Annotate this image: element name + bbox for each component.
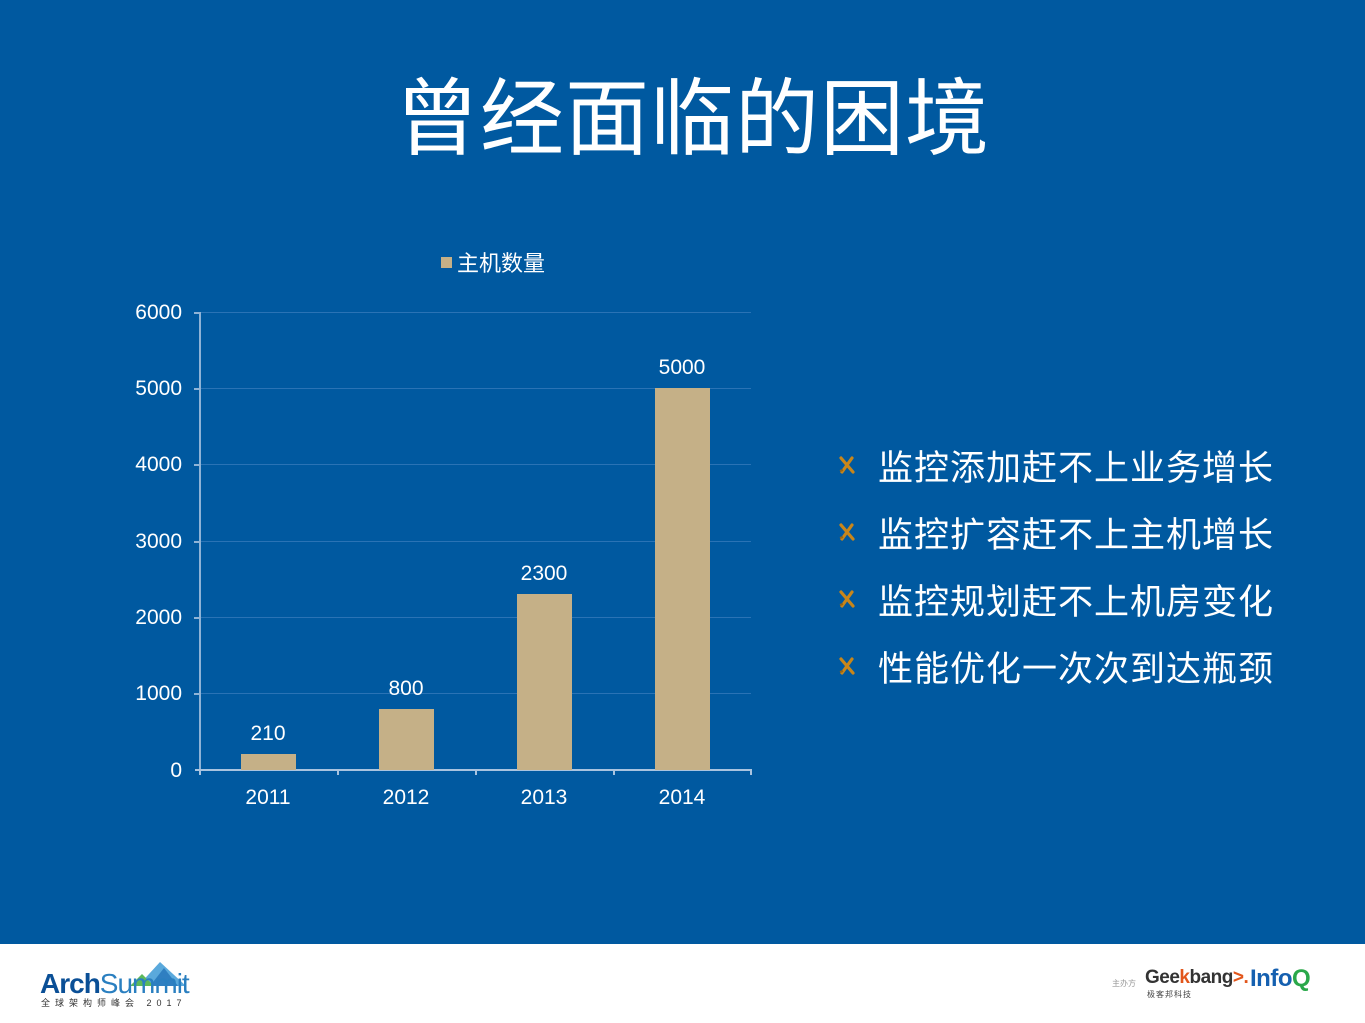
- y-tick-label: 4000: [135, 453, 182, 476]
- bullet-item: 性能优化一次次到达瓶颈: [836, 641, 1316, 691]
- legend-swatch: [441, 256, 452, 268]
- gridline-5000: [201, 388, 751, 389]
- legend-label: 主机数量: [457, 252, 546, 277]
- chart-legend: 主机数量: [441, 248, 546, 277]
- bullet-text: 监控扩容赶不上主机增长: [878, 515, 1275, 556]
- footer: [0, 944, 1365, 1023]
- bar-value-label: 2300: [520, 562, 568, 585]
- y-tick-label: 1000: [135, 682, 182, 705]
- bullet-text: 监控添加赶不上业务增长: [878, 448, 1275, 489]
- y-tick: [194, 312, 200, 314]
- x-mark-icon: [836, 588, 858, 610]
- bar-value-label: 800: [388, 677, 424, 700]
- bullet-item: 监控规划赶不上机房变化: [836, 574, 1316, 624]
- gridline-2000: [201, 617, 751, 618]
- gridline-4000: [201, 464, 751, 465]
- x-tick: [613, 769, 615, 775]
- x-mark-icon: [836, 454, 858, 476]
- bullet-text: 监控规划赶不上机房变化: [878, 582, 1275, 623]
- bar-2012: [379, 709, 434, 770]
- y-tick-label: 2000: [135, 606, 182, 629]
- bar-2013: [517, 594, 572, 770]
- x-tick: [337, 769, 339, 775]
- bullet-text: 性能优化一次次到达瓶颈: [878, 649, 1275, 690]
- x-tick-label: 2014: [658, 786, 706, 809]
- y-tick: [194, 464, 200, 466]
- y-tick: [194, 693, 200, 695]
- bar-chart: 主机数量 6000 5000 4000 3000 2000 1000 0: [0, 0, 800, 850]
- bar-value-label: 5000: [658, 356, 706, 379]
- y-tick-label: 3000: [135, 530, 182, 553]
- gridline-6000: [201, 312, 751, 313]
- bar-2014: [655, 388, 710, 770]
- x-axis: [195, 769, 752, 771]
- x-mark-icon: [836, 521, 858, 543]
- bar-2011: [241, 754, 296, 770]
- y-tick: [194, 541, 200, 543]
- bullet-item: 监控扩容赶不上主机增长: [836, 507, 1316, 557]
- y-tick: [194, 388, 200, 390]
- infoq-logo: InfoQ: [1250, 965, 1311, 992]
- y-tick-label: 0: [170, 759, 182, 782]
- x-tick-label: 2013: [520, 786, 568, 809]
- mountain-icon: [130, 962, 186, 986]
- x-tick: [199, 769, 201, 775]
- x-tick-label: 2011: [245, 786, 291, 809]
- geekbang-subtitle: 极客邦科技: [1147, 990, 1192, 999]
- gridline-1000: [201, 693, 751, 694]
- archsummit-wordmark: ArchSummit: [40, 968, 190, 999]
- y-tick-label: 6000: [135, 301, 182, 324]
- y-tick: [194, 617, 200, 619]
- slide-body: 曾经面临的困境 主机数量 6000 5000 4000 3000 2000 10…: [0, 0, 1365, 944]
- gridline-3000: [201, 541, 751, 542]
- geekbang-logo: Geekbang>.: [1145, 967, 1249, 988]
- sponsor-label: 主办方: [1112, 979, 1136, 988]
- x-tick: [750, 769, 752, 775]
- archsummit-subtitle: 全球架构师峰会 2017: [41, 998, 187, 1008]
- y-axis: [199, 312, 201, 771]
- x-tick: [475, 769, 477, 775]
- x-tick-label: 2012: [382, 786, 430, 809]
- bar-value-label: 210: [250, 722, 286, 745]
- slide-title: 曾经面临的困境: [394, 70, 990, 168]
- bullet-item: 监控添加赶不上业务增长: [836, 440, 1316, 490]
- x-mark-icon: [836, 655, 858, 677]
- archsummit-logo: ArchSummit 全球架构师峰会 2017: [40, 958, 200, 1010]
- y-tick-label: 5000: [135, 377, 182, 400]
